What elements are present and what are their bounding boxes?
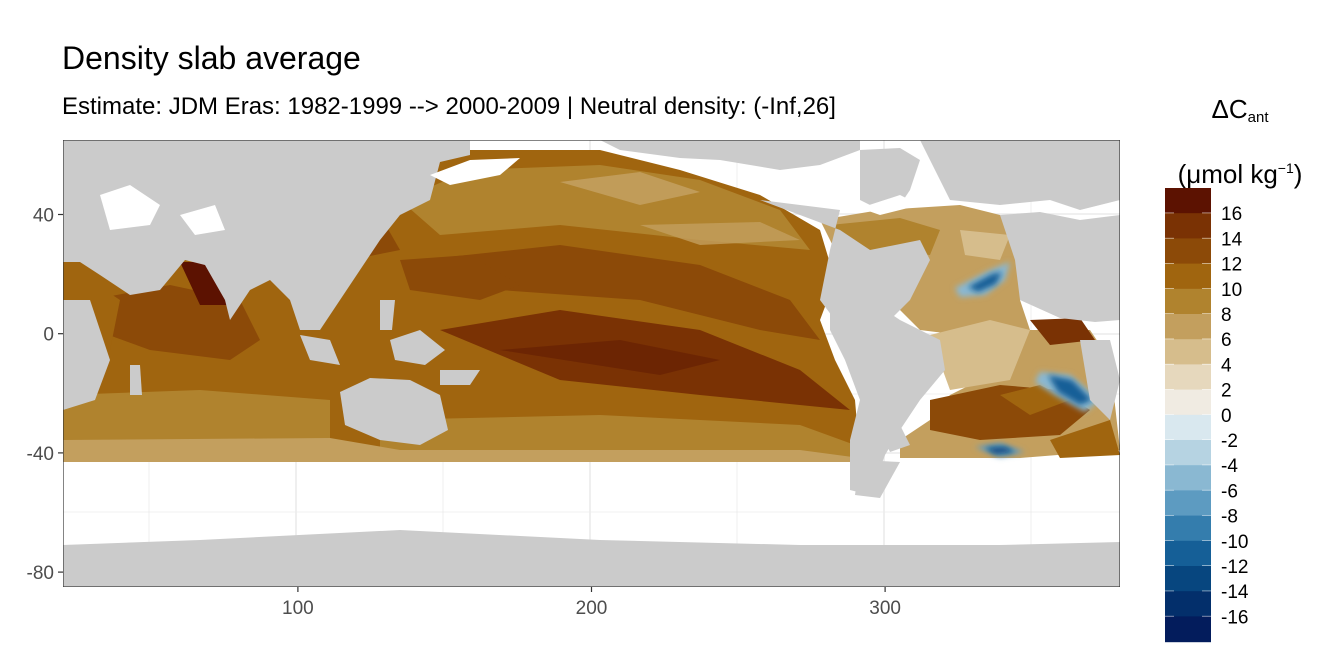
legend-label: -2 [1221,431,1238,452]
legend-bin [1165,490,1211,517]
y-tick-label: -80 [27,563,54,584]
legend-bin [1165,591,1211,617]
legend-bin [1165,465,1211,491]
y-tick-label: 0 [43,325,54,346]
legend-label: -8 [1221,507,1238,528]
white-islands [100,158,920,235]
legend-variable: ΔCant [1211,94,1269,126]
legend-label: 0 [1221,406,1232,427]
legend-label: -6 [1221,481,1238,502]
legend-label: -4 [1221,456,1238,477]
x-axis: 100 200 300 [282,587,901,619]
legend-bin [1165,188,1211,214]
legend-label: 6 [1221,330,1232,351]
x-tick-label: 100 [282,598,314,619]
legend-label: -16 [1221,607,1248,628]
y-tick-label: -40 [27,444,54,465]
x-tick-label: 200 [576,598,608,619]
legend-label: 12 [1221,255,1242,276]
legend-bin [1165,263,1211,290]
legend-bin [1165,213,1211,239]
legend-label: 4 [1221,355,1232,376]
legend-bin [1165,616,1211,643]
legend-label: 2 [1221,381,1232,402]
y-axis: 40 0 -40 -80 [27,206,63,584]
legend-label: -14 [1221,582,1249,603]
legend-bin [1165,288,1211,315]
legend-bin [1165,364,1211,391]
legend-bin [1165,389,1211,416]
land-masses [63,140,1120,587]
legend-bin [1165,238,1211,265]
legend-unit: (μmol kg−1) [1177,159,1303,189]
legend-bin [1165,540,1211,567]
legend-label: 8 [1221,305,1232,326]
legend-bin [1165,339,1211,365]
legend-label: 10 [1221,280,1242,301]
map-title: Density slab average [62,40,361,76]
legend-bin [1165,414,1211,441]
y-tick-label: 40 [33,206,54,227]
map-subtitle: Estimate: JDM Eras: 1982-1999 --> 2000-2… [62,93,836,120]
legend-bin [1165,440,1211,466]
legend-title: ΔCant (μmol kg−1) [1160,84,1320,199]
indo-pacific-field [63,150,905,462]
legend-bin [1165,515,1211,542]
legend-label: 16 [1221,204,1242,225]
map-panel [63,140,1120,587]
legend-label: -12 [1221,557,1248,578]
legend-label: 14 [1221,229,1243,250]
legend-label: -10 [1221,532,1248,553]
legend-bin [1165,566,1211,592]
x-tick-label: 300 [869,598,901,619]
legend-colorbar: 16 14 12 10 8 6 4 2 0 -2 -4 -6 -8 -10 -12 -14 -16 [1165,188,1249,643]
legend-bin [1165,314,1211,340]
